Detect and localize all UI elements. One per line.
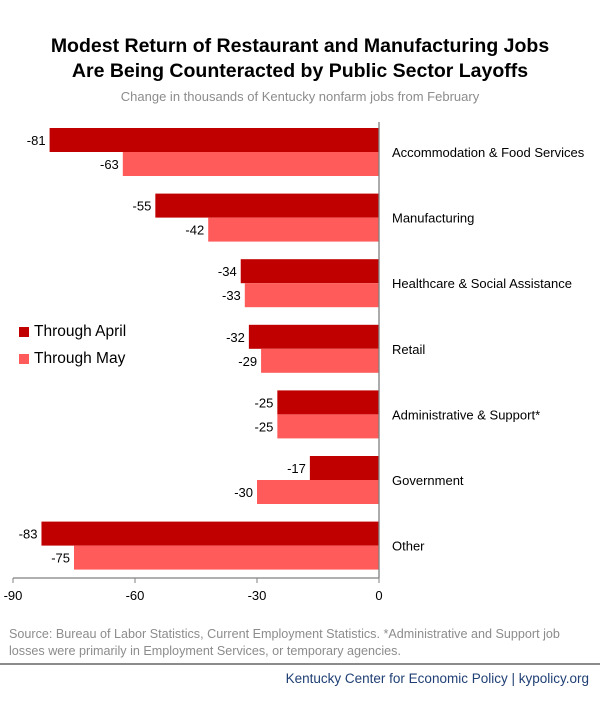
data-label-through-april-government: -17 xyxy=(287,461,306,476)
legend-swatch-may xyxy=(19,353,29,364)
bar-through-may-accommodation-food-services xyxy=(122,152,380,176)
data-label-through-may-retail: -29 xyxy=(238,354,257,369)
bar-through-may-administrative-support xyxy=(277,414,379,439)
x-tick-label-neg90: -90 xyxy=(4,588,23,603)
x-tick-label-neg60: -60 xyxy=(126,588,145,603)
bar-through-april-manufacturing xyxy=(155,193,379,218)
bar-through-may-manufacturing xyxy=(208,217,379,242)
data-label-through-april-other: -83 xyxy=(19,527,38,542)
bar-through-april-government xyxy=(309,456,379,480)
data-label-through-may-other: -75 xyxy=(51,551,70,566)
legend-swatch-april xyxy=(19,326,29,337)
bar-through-april-retail xyxy=(248,324,379,349)
data-label-through-may-healthcare-social-assistance: -33 xyxy=(222,288,241,303)
data-label-through-april-accommodation-food-services: -81 xyxy=(27,133,46,148)
category-label-accommodation-food-services: Accommodation & Food Services xyxy=(392,145,585,160)
legend-label-april: Through April xyxy=(34,322,127,340)
chart-title-line-1: Modest Return of Restaurant and Manufact… xyxy=(50,35,550,57)
bar-through-april-administrative-support xyxy=(277,390,379,415)
legend-item-april: Through April xyxy=(19,318,126,345)
data-label-through-may-accommodation-food-services: -63 xyxy=(100,157,119,172)
bar-through-april-accommodation-food-services xyxy=(49,128,379,152)
bar-through-may-other xyxy=(74,545,379,570)
data-label-through-april-administrative-support: -25 xyxy=(255,395,274,410)
data-label-through-may-administrative-support: -25 xyxy=(255,419,274,434)
footer-rule xyxy=(0,663,600,665)
category-label-government: Government xyxy=(392,473,464,488)
data-label-through-april-retail: -32 xyxy=(226,330,245,345)
x-tick-label-0: 0 xyxy=(375,588,382,603)
bar-through-may-healthcare-social-assistance xyxy=(244,283,379,308)
category-label-administrative-support: Administrative & Support* xyxy=(392,407,540,422)
chart-title: Modest Return of Restaurant and Manufact… xyxy=(0,34,600,84)
bar-through-april-other xyxy=(41,521,379,546)
legend-item-may: Through May xyxy=(19,345,126,372)
footer-text: Kentucky Center for Economic Policy | ky… xyxy=(285,671,589,686)
chart-subtitle: Change in thousands of Kentucky nonfarm … xyxy=(120,89,480,104)
data-label-through-april-manufacturing: -55 xyxy=(133,199,152,214)
category-label-other: Other xyxy=(392,539,425,554)
data-label-through-may-manufacturing: -42 xyxy=(185,223,204,238)
bar-through-may-government xyxy=(257,480,379,504)
legend: Through April Through May xyxy=(19,318,126,372)
footer-bar: Kentucky Center for Economic Policy | ky… xyxy=(0,663,600,716)
source-note: Source: Bureau of Labor Statistics, Curr… xyxy=(9,627,560,658)
data-label-through-april-healthcare-social-assistance: -34 xyxy=(218,264,237,279)
bar-chart: -81 -63 Accommodation & Food Services -55 -4… xyxy=(4,122,585,603)
bar-through-may-retail xyxy=(261,348,379,373)
chart-title-line-2: Are Being Counteracted by Public Sector … xyxy=(71,60,529,82)
category-label-manufacturing: Manufacturing xyxy=(392,211,474,226)
data-label-through-may-government: -30 xyxy=(234,485,253,500)
category-label-retail: Retail xyxy=(392,342,425,357)
x-tick-label-neg30: -30 xyxy=(248,588,267,603)
category-label-healthcare-social-assistance: Healthcare & Social Assistance xyxy=(392,276,572,291)
legend-label-may: Through May xyxy=(34,349,126,367)
bar-through-april-healthcare-social-assistance xyxy=(240,259,379,284)
